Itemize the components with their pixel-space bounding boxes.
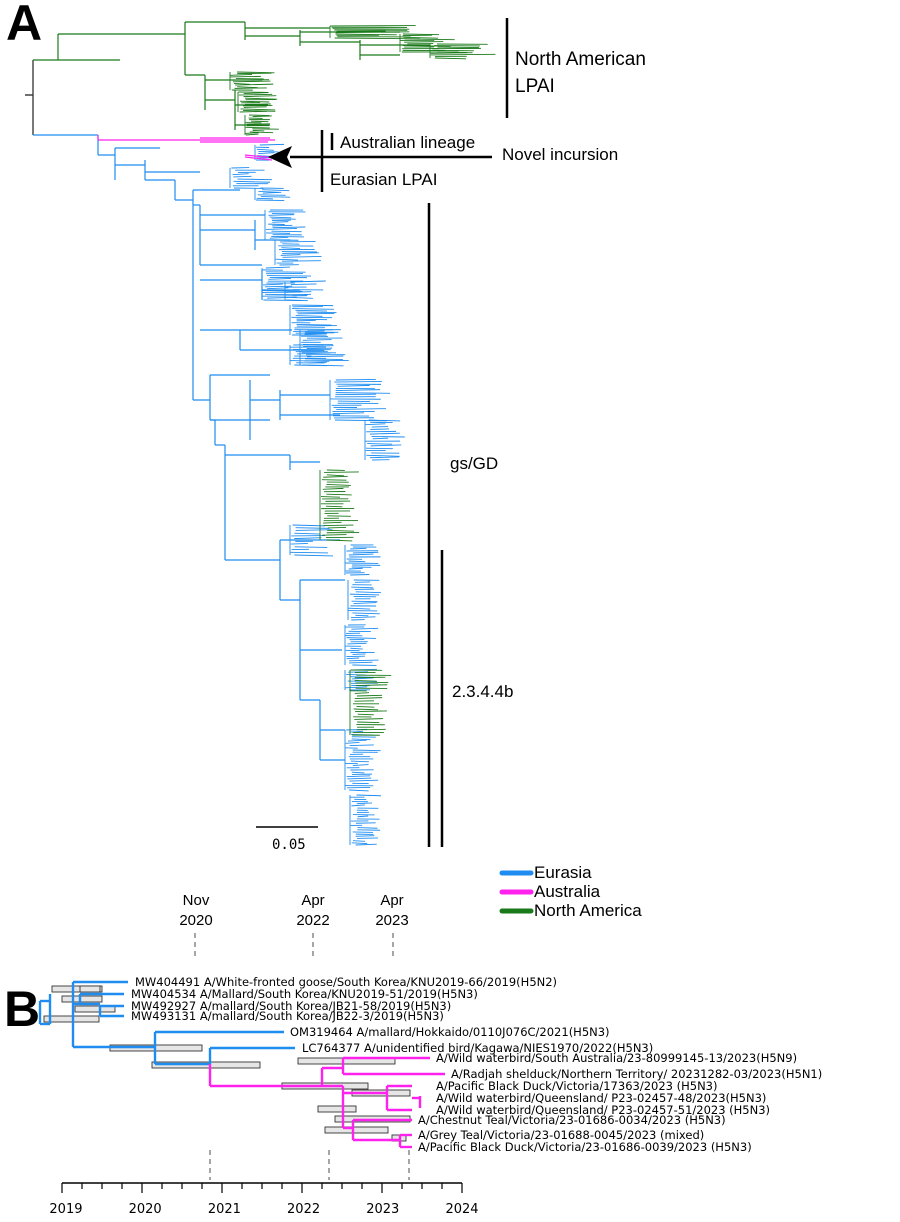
- date-2-month: Apr: [301, 892, 324, 909]
- tip-label: MW404534 A/Mallard/South Korea/KNU2019-5…: [131, 987, 478, 1001]
- eurasian-lpai-label: Eurasian LPAI: [330, 170, 437, 189]
- tip-label: MW404491 A/White-fronted goose/South Kor…: [135, 975, 557, 989]
- panel-a-letter: A: [6, 0, 42, 51]
- tip-label: MW492927 A/mallard/South Korea/JB21-58/2…: [131, 999, 451, 1013]
- date-3-month: Apr: [380, 892, 403, 909]
- legend-label-north-america: North America: [534, 901, 642, 920]
- scale-bar-label: 0.05: [272, 837, 306, 853]
- tip-label: A/Grey Teal/Victoria/23-01688-0045/2023 …: [418, 1128, 704, 1142]
- tree-a: [25, 21, 496, 846]
- time-axis-ticks: 2019 2020 2021 2022 2023 2024: [49, 1183, 479, 1217]
- tip-label: A/Radjah shelduck/Northern Territory/ 20…: [451, 1067, 822, 1081]
- date-1-year: 2020: [179, 912, 212, 929]
- clade-2344b-label: 2.3.4.4b: [452, 682, 513, 701]
- time-axis: 2019 2020 2021 2022 2023 2024: [49, 1182, 479, 1217]
- australian-lineage-label: Australian lineage: [340, 133, 475, 152]
- legend: Eurasia Australia North America: [499, 863, 642, 920]
- eurasian-backbone: [33, 134, 345, 761]
- legend-label-eurasia: Eurasia: [534, 863, 592, 882]
- tip-label: OM319464 A/mallard/Hokkaido/0110J076C/20…: [290, 1025, 610, 1039]
- tip-label: A/Chestnut Teal/Victoria/23-01686-0034/2…: [418, 1113, 726, 1127]
- panel-b-letter: B: [4, 981, 40, 1037]
- tip-label: A/Pacific Black Duck/Victoria/17363/2023…: [436, 1079, 717, 1093]
- date-1-month: Nov: [183, 892, 210, 909]
- axis-tick-label: 2019: [49, 1202, 82, 1217]
- axis-tick-label: 2020: [129, 1202, 162, 1217]
- legend-label-australia: Australia: [534, 882, 601, 901]
- date-2-year: 2022: [296, 912, 329, 929]
- date-callouts: Nov 2020 Apr 2022 Apr 2023: [179, 892, 410, 1180]
- tip-label: A/Wild waterbird/Queensland/ P23-02457-4…: [436, 1091, 766, 1105]
- arrowhead: [268, 146, 292, 168]
- tip-label: LC764377 A/unidentified bird/Kagawa/NIES…: [302, 1041, 653, 1055]
- date-3-year: 2023: [375, 912, 408, 929]
- axis-tick-label: 2022: [287, 1202, 320, 1217]
- novel-incursion-label: Novel incursion: [502, 145, 618, 164]
- gsgd-label: gs/GD: [450, 454, 498, 473]
- na-lpai-label-2: LPAI: [515, 76, 555, 97]
- tree-b-australia: [208, 1056, 445, 1149]
- tip-labels: MW404491 A/White-fronted goose/South Kor…: [131, 975, 822, 1154]
- tip-label: A/Wild waterbird/South Australia/23-8099…: [436, 1051, 797, 1065]
- tip-label: A/Wild waterbird/Queensland/ P23-02457-5…: [436, 1103, 770, 1117]
- na-lpai-label-1: North American: [515, 49, 646, 70]
- axis-tick-label: 2023: [366, 1202, 399, 1217]
- axis-tick-label: 2024: [445, 1202, 478, 1217]
- tip-label: MW493131 A/mallard/South Korea/JB22-3/20…: [131, 1009, 444, 1023]
- tree-b-eurasia: [38, 980, 295, 1066]
- axis-tick-label: 2021: [208, 1202, 241, 1217]
- tip-label: A/Pacific Black Duck/Victoria/23-01686-0…: [418, 1140, 752, 1154]
